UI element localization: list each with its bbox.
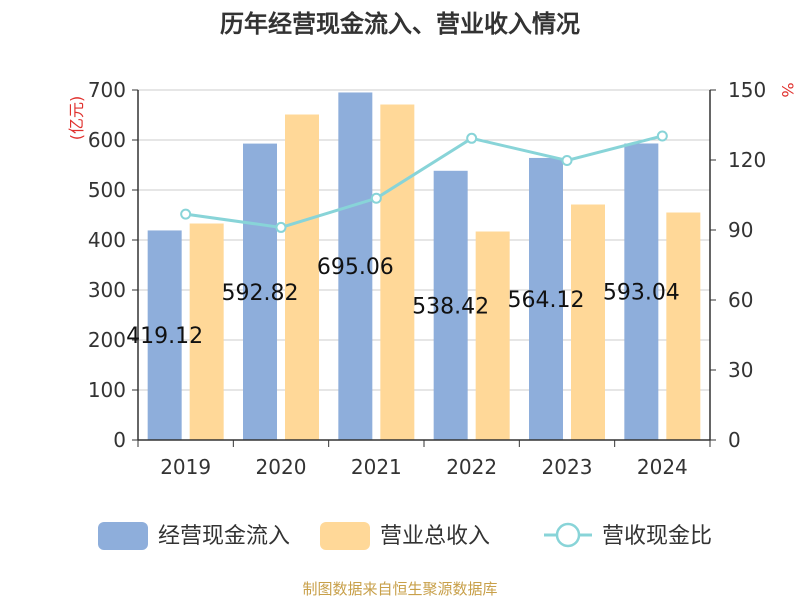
x-tick-label: 2021 [351, 455, 402, 479]
y-left-tick-label: 600 [88, 128, 126, 152]
y-left-tick-label: 400 [88, 228, 126, 252]
ratio-point [180, 208, 192, 220]
data-labels: 419.12 592.82 695.06 538.42 564.12 593.04 [126, 255, 680, 349]
bar-revenue [571, 204, 605, 440]
y-right-tick-label: 0 [728, 428, 741, 452]
y-left-tick-label: 300 [88, 278, 126, 302]
y-right-tick-label: 150 [728, 78, 766, 102]
y-right-tick-label: 90 [728, 218, 753, 242]
legend-swatch [98, 522, 148, 550]
bar-revenue [380, 104, 415, 440]
ratio-point [656, 130, 668, 142]
data-label: 593.04 [603, 281, 680, 306]
y-left-tick-label: 700 [88, 78, 126, 102]
legend-marker [555, 522, 581, 548]
data-label: 695.06 [317, 255, 394, 280]
ratio-point [561, 154, 573, 166]
bar-revenue [285, 114, 319, 440]
x-tick-label: 2023 [542, 455, 593, 479]
source-note: 制图数据来自恒生聚源数据库 [302, 580, 497, 598]
data-label: 538.42 [412, 294, 489, 319]
y-right-tick-label: 120 [728, 148, 766, 172]
bar-revenue [189, 223, 224, 440]
y-left-tick-label: 200 [88, 328, 126, 352]
legend-label: 经营现金流入 [158, 524, 290, 549]
bar-cash-inflow [243, 143, 277, 440]
bars [147, 92, 701, 441]
line-series [180, 130, 668, 233]
y-left-tick-label: 0 [113, 428, 126, 452]
data-label: 592.82 [222, 281, 299, 306]
x-tick-label: 2019 [160, 455, 211, 479]
legend-swatch [320, 522, 370, 550]
legend-label: 营收现金比 [602, 524, 712, 549]
ratio-line [185, 134, 663, 229]
y-right-tick-label: 60 [728, 288, 753, 312]
legend-label: 营业总收入 [380, 524, 490, 549]
data-label: 419.12 [126, 324, 203, 349]
x-tick-label: 2022 [446, 455, 497, 479]
axes: 0 100 200 300 400 500 600 700 0 30 60 90 120 150 2019 2… [88, 78, 766, 479]
bar-cash-inflow [529, 157, 563, 440]
ratio-point [466, 132, 478, 144]
bar-cash-inflow [624, 143, 659, 441]
y-right-tick-label: 30 [728, 358, 753, 382]
bar-cash-inflow [338, 92, 373, 440]
y-left-unit: (亿元) [67, 96, 86, 141]
x-tick-label: 2024 [637, 455, 688, 479]
bar-cash-inflow [433, 170, 468, 441]
x-tick-label: 2020 [256, 455, 307, 479]
legend: 经营现金流入 营业总收入 营收现金比 [98, 522, 712, 550]
bar-revenue [475, 231, 510, 440]
chart-title: 历年经营现金流入、营业收入情况 [220, 10, 580, 38]
ratio-point [370, 192, 382, 204]
y-left-tick-label: 100 [88, 378, 126, 402]
bar-revenue [666, 212, 701, 440]
data-label: 564.12 [508, 288, 585, 313]
ratio-point [275, 221, 287, 233]
bar-cash-inflow [147, 230, 182, 440]
gridlines [138, 89, 710, 441]
y-left-tick-label: 500 [88, 178, 126, 202]
y-right-unit: % [778, 82, 797, 97]
